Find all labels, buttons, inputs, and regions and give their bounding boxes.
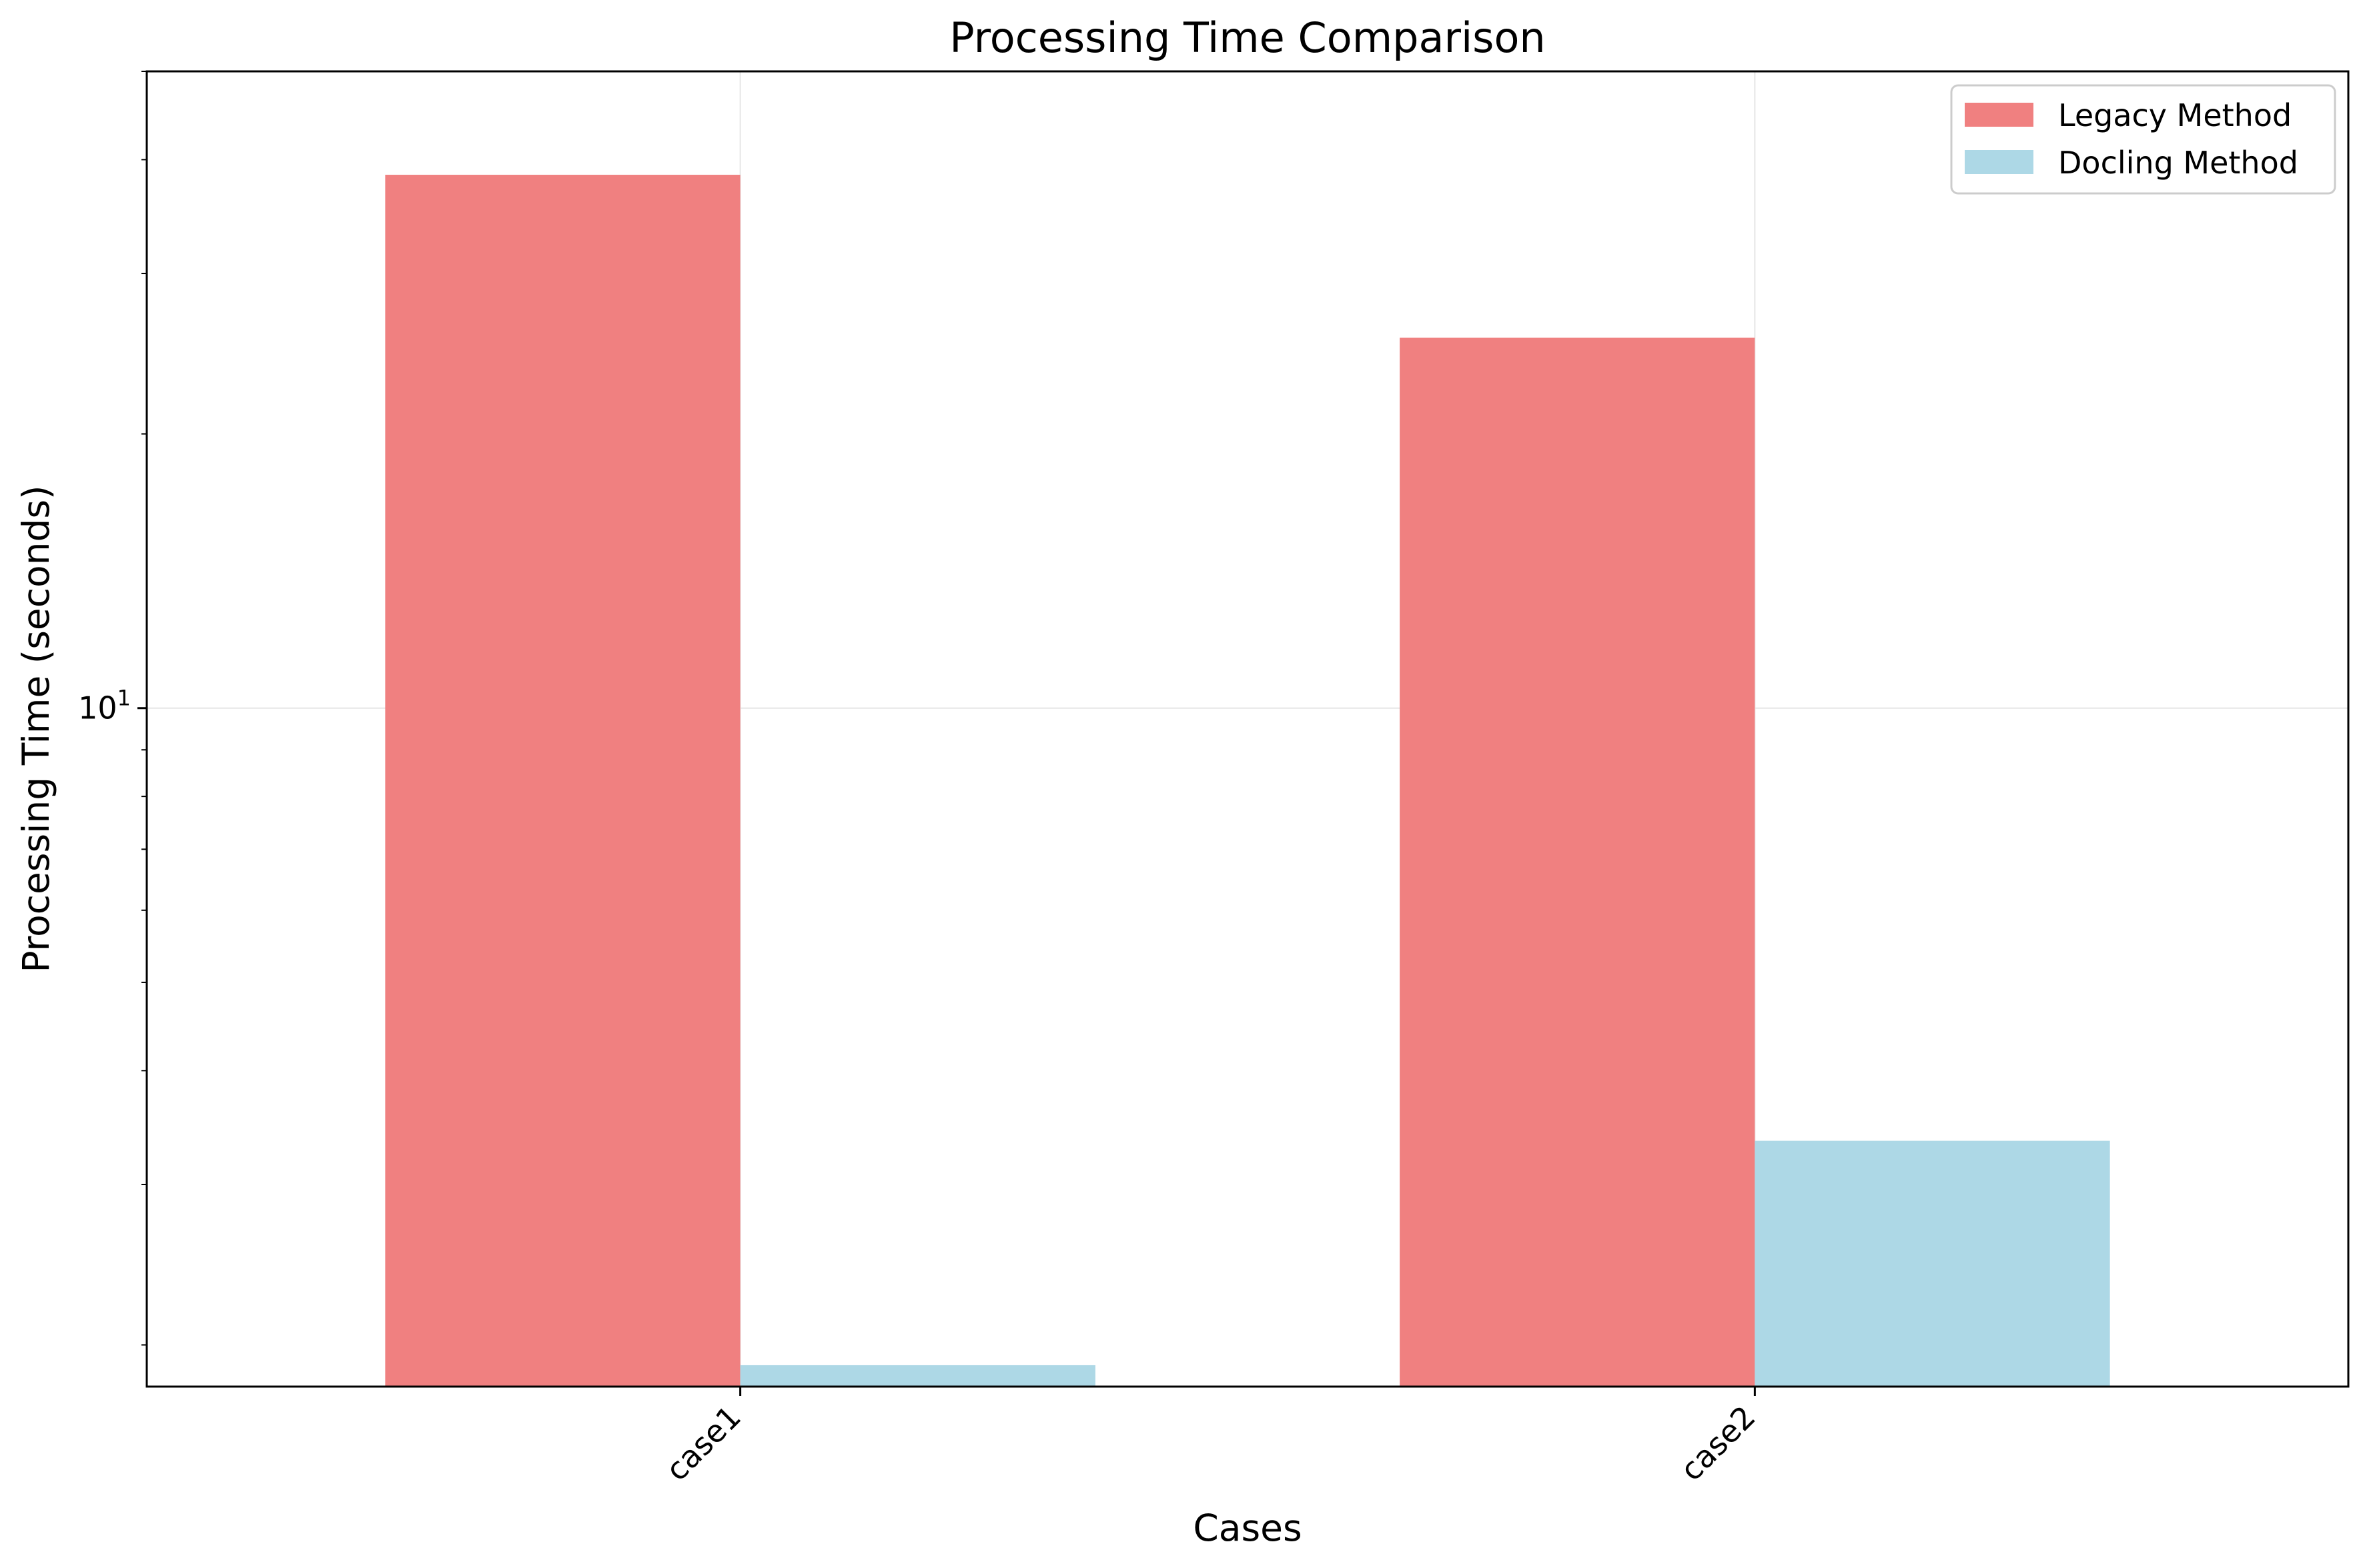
legend-swatch-docling-method <box>1965 150 2033 174</box>
bar-docling-method-case1 <box>740 1365 1095 1387</box>
x-axis-label: Cases <box>1193 1507 1302 1549</box>
legend-label-legacy-method: Legacy Method <box>2058 97 2292 133</box>
legend-swatch-legacy-method <box>1965 103 2033 127</box>
legend-box <box>1950 84 2336 195</box>
plot-frame <box>145 70 2350 1388</box>
bar-docling-method-case2 <box>1755 1140 2110 1387</box>
y-tick-label-10: 101 <box>78 686 131 726</box>
chart-title: Processing Time Comparison <box>949 13 1545 62</box>
y-axis-label: Processing Time (seconds) <box>15 486 57 973</box>
bar-legacy-method-case1 <box>385 175 741 1387</box>
bar-legacy-method-case2 <box>1400 337 1755 1387</box>
y-axis-ticks: 101 <box>78 71 147 1346</box>
legend: Legacy Method Docling Method <box>1950 84 2336 195</box>
legend-label-docling-method: Docling Method <box>2058 145 2298 181</box>
bars <box>385 175 2110 1387</box>
